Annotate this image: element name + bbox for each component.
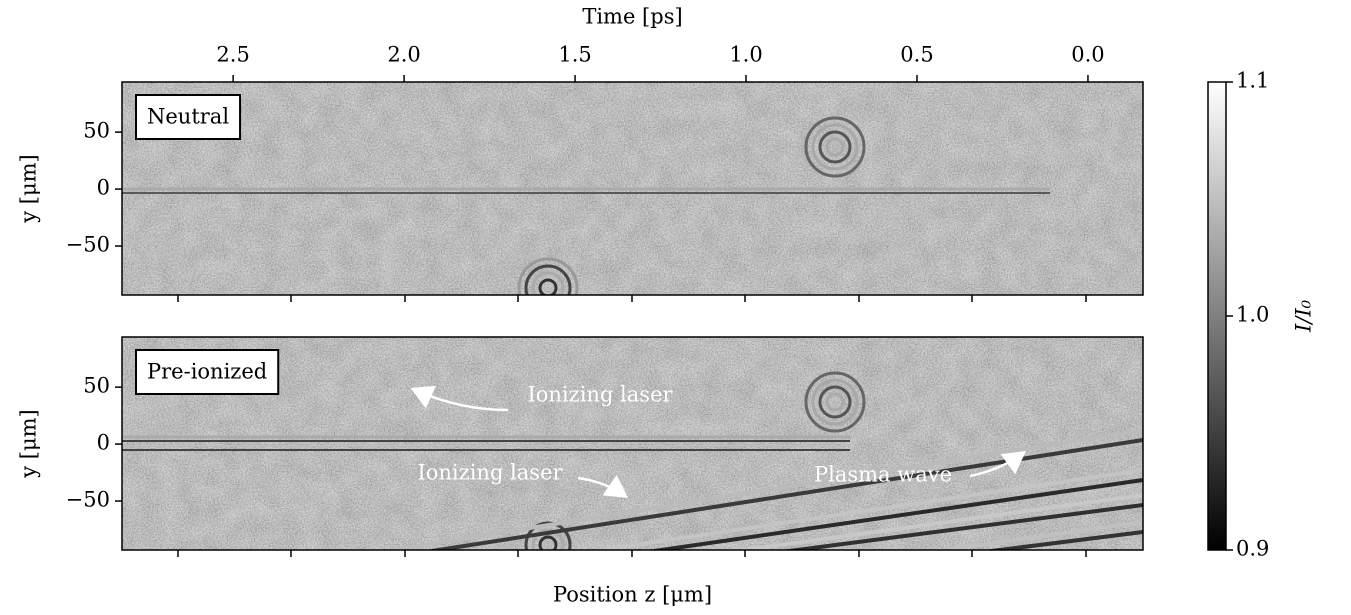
annotation: Plasma wave: [814, 463, 952, 487]
y-axis-label: y [μm]: [17, 409, 41, 479]
annotation: Ionizing laser: [527, 383, 673, 407]
panel-label-box: [135, 94, 242, 140]
x-axis-label: Time [ps]: [582, 5, 682, 29]
image-panel: [122, 82, 1143, 295]
y-tick-label: 0: [97, 431, 110, 455]
y-tick-label: 0: [97, 176, 110, 200]
x-tick-label: 0.0: [1071, 43, 1104, 67]
colorbar-label: I/I₀: [1292, 299, 1316, 333]
y-axis-label: y [μm]: [17, 154, 41, 224]
y-tick-label: −50: [66, 233, 110, 257]
x-tick-label: 2.0: [387, 43, 420, 67]
x-tick-label: 1.0: [729, 43, 762, 67]
y-tick-label: 50: [83, 374, 110, 398]
x-tick-label: 2.5: [216, 43, 249, 67]
colorbar: [1207, 81, 1227, 551]
annotation: Ionizing laser: [417, 461, 563, 485]
x-tick-label: 1.5: [558, 43, 591, 67]
annotation-arrows: [410, 385, 1027, 498]
colorbar-tick-label: 1.1: [1236, 69, 1269, 93]
x-axis-label: Position z [μm]: [553, 583, 712, 607]
panel-label: Neutral: [147, 105, 229, 129]
image-panel: [122, 337, 1143, 550]
panel-label-box: [135, 349, 280, 395]
panel-label: Pre-ionized: [147, 360, 267, 384]
x-tick-label: 0.5: [900, 43, 933, 67]
y-tick-label: −50: [66, 488, 110, 512]
x-tick-marks: [177, 295, 1087, 557]
y-tick-label: 50: [83, 119, 110, 143]
colorbar-tick-label: 0.9: [1236, 537, 1269, 561]
colorbar-tick-label: 1.0: [1236, 303, 1269, 327]
